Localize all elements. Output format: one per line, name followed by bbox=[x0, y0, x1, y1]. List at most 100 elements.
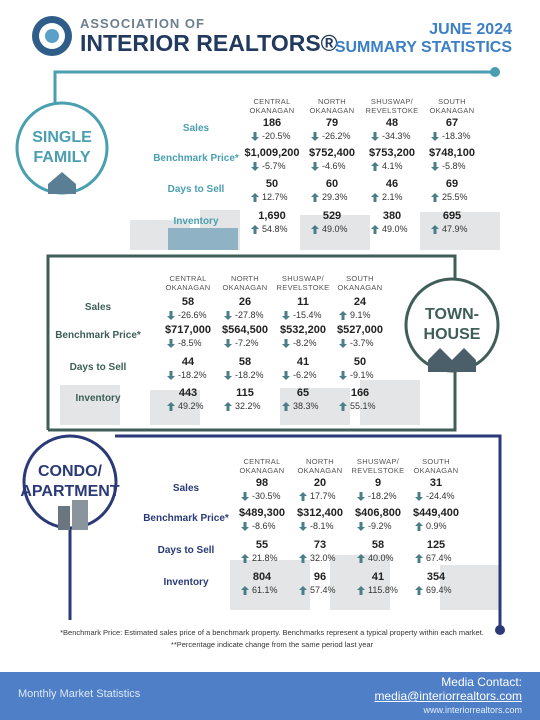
stat-value: $406,800 bbox=[355, 507, 401, 519]
arrow-down bbox=[251, 132, 259, 141]
arrow-down bbox=[431, 162, 439, 171]
region-name: CENTRAL bbox=[253, 97, 291, 106]
arrow-down bbox=[282, 339, 290, 348]
stat-value: 529 bbox=[322, 210, 342, 222]
stat-value: $748,100 bbox=[429, 147, 475, 159]
row-label: Benchmark Price* bbox=[143, 513, 229, 524]
stat-value: 24 bbox=[353, 296, 367, 308]
row-label: Days to Sell bbox=[157, 545, 215, 556]
region-name: SHUSWAP/ bbox=[370, 97, 414, 106]
stat-value: 79 bbox=[325, 117, 339, 129]
stat-change: 9.1% bbox=[350, 310, 371, 320]
stat-change: 32.0% bbox=[310, 553, 336, 563]
stat-value: 55 bbox=[255, 539, 269, 551]
arrow-down bbox=[282, 371, 290, 380]
stat-change: 49.2% bbox=[178, 401, 204, 411]
arrow-down bbox=[339, 339, 347, 348]
stat-value: 31 bbox=[429, 477, 443, 489]
stat-value: 354 bbox=[426, 571, 446, 583]
stat-change: 49.0% bbox=[382, 224, 408, 234]
stat-change: -9.2% bbox=[368, 521, 392, 531]
region-name: REVELSTOKE bbox=[365, 106, 419, 115]
stat-change: 4.1% bbox=[382, 161, 403, 171]
stat-value: 20 bbox=[313, 477, 327, 489]
stat-change: -8.2% bbox=[293, 338, 317, 348]
arrow-up bbox=[415, 586, 423, 595]
stat-value: $312,400 bbox=[297, 507, 343, 519]
region-name: OKANAGAN bbox=[297, 466, 343, 475]
footnote: **Percentage indicate change from the sa… bbox=[170, 640, 374, 649]
region-name: OKANAGAN bbox=[239, 466, 285, 475]
stat-value: 380 bbox=[382, 210, 402, 222]
stat-change: -5.7% bbox=[262, 161, 286, 171]
org-name: ASSOCIATION OF bbox=[80, 16, 205, 31]
stat-change: 115.8% bbox=[368, 585, 398, 595]
arrow-up bbox=[311, 225, 319, 234]
arrow-down bbox=[282, 311, 290, 320]
footnote: *Benchmark Price: Estimated sales price … bbox=[60, 628, 484, 637]
stat-change: 25.5% bbox=[442, 192, 468, 202]
region-name: NORTH bbox=[230, 274, 260, 283]
section-label: CONDO/ bbox=[38, 463, 102, 480]
arrow-down bbox=[167, 371, 175, 380]
stat-value: 67 bbox=[445, 117, 459, 129]
stat-change: -20.5% bbox=[262, 131, 291, 141]
stat-value: 115 bbox=[236, 387, 254, 399]
row-label: Sales bbox=[172, 483, 200, 494]
title: SUMMARY STATISTICS bbox=[334, 39, 512, 56]
arrow-down bbox=[299, 522, 307, 531]
stat-change: 2.1% bbox=[382, 192, 403, 202]
stat-value: $1,009,200 bbox=[244, 147, 300, 159]
region-name: CENTRAL bbox=[243, 457, 281, 466]
section-label: APARTMENT bbox=[20, 483, 120, 500]
stat-value: $564,500 bbox=[222, 324, 268, 336]
stat-value: 69 bbox=[445, 178, 459, 190]
stat-value: 41 bbox=[371, 571, 385, 583]
arrow-down bbox=[415, 492, 423, 501]
row-label: Sales bbox=[84, 302, 112, 313]
arrow-up bbox=[339, 311, 347, 320]
stat-change: 61.1% bbox=[252, 585, 278, 595]
org-name: INTERIOR REALTORS® bbox=[80, 30, 338, 56]
arrow-down bbox=[311, 132, 319, 141]
stat-change: -24.4% bbox=[426, 491, 455, 501]
stat-value: 804 bbox=[252, 571, 272, 583]
stat-change: 54.8% bbox=[262, 224, 288, 234]
stat-value: 166 bbox=[350, 387, 370, 399]
stat-value: 1,690 bbox=[258, 210, 286, 222]
stat-change: -3.7% bbox=[350, 338, 374, 348]
stat-value: 98 bbox=[255, 477, 269, 489]
stat-change: -5.8% bbox=[442, 161, 466, 171]
stat-change: -8.5% bbox=[178, 338, 202, 348]
stat-value: 96 bbox=[313, 571, 327, 583]
stat-change: 49.0% bbox=[322, 224, 348, 234]
arrow-up bbox=[357, 554, 365, 563]
stat-value: $753,200 bbox=[369, 147, 415, 159]
stat-value: 58 bbox=[181, 296, 195, 308]
stat-change: -18.3% bbox=[442, 131, 471, 141]
arrow-down bbox=[241, 522, 249, 531]
stat-change: -6.2% bbox=[293, 370, 317, 380]
region-name: SOUTH bbox=[346, 274, 374, 283]
row-label: Inventory bbox=[75, 393, 121, 404]
stat-value: $449,400 bbox=[413, 507, 459, 519]
stat-value: 41 bbox=[296, 356, 310, 368]
region-name: SHUSWAP/ bbox=[281, 274, 325, 283]
stat-change: -4.6% bbox=[322, 161, 346, 171]
stat-value: 50 bbox=[353, 356, 367, 368]
contact-email: media@interiorrealtors.com bbox=[374, 689, 522, 703]
stat-change: -8.1% bbox=[310, 521, 334, 531]
stat-value: 73 bbox=[313, 539, 327, 551]
region-name: OKANAGAN bbox=[249, 106, 295, 115]
arrow-up bbox=[282, 402, 290, 411]
stat-value: 443 bbox=[178, 387, 198, 399]
stat-change: -26.6% bbox=[178, 310, 207, 320]
arrow-up bbox=[415, 554, 423, 563]
region-name: CENTRAL bbox=[169, 274, 207, 283]
arrow-up bbox=[251, 193, 259, 202]
website: www.interiorrealtors.com bbox=[423, 705, 522, 715]
arrow-up bbox=[431, 225, 439, 234]
region-name: OKANAGAN bbox=[413, 466, 459, 475]
arrow-up bbox=[241, 554, 249, 563]
